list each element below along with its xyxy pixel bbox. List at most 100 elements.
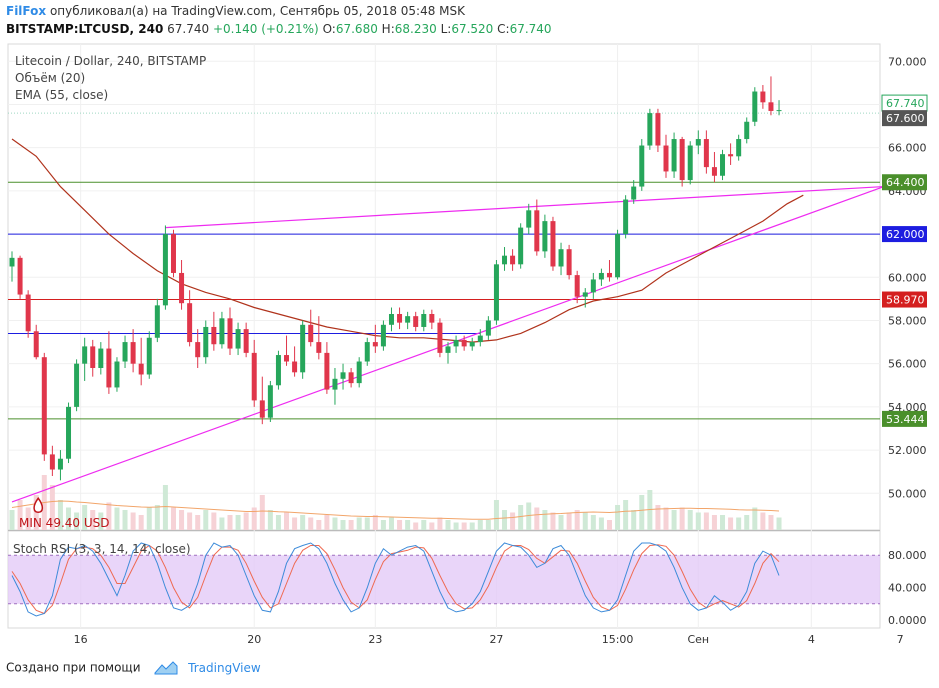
candle-body (41, 357, 47, 455)
candle-body (259, 400, 265, 418)
volume-bar (655, 505, 661, 530)
volume-bar (720, 515, 726, 530)
candle (606, 260, 612, 282)
candle-body (647, 113, 653, 146)
candle-body (211, 326, 217, 345)
candle (130, 329, 136, 373)
candle (356, 357, 362, 388)
candle (397, 307, 403, 330)
volume-bar (429, 522, 435, 530)
candle (510, 249, 516, 271)
candle (445, 342, 451, 364)
candle (485, 316, 491, 340)
volume-bar (711, 515, 717, 530)
candle (598, 268, 604, 286)
volume-bar (25, 507, 31, 530)
volume-bar (316, 520, 322, 530)
volume-bar (380, 520, 386, 530)
volume-bar (130, 512, 136, 530)
candle (550, 216, 556, 271)
volume-bar (348, 520, 354, 530)
volume-bar (187, 512, 193, 530)
candle-body (429, 314, 435, 323)
volume-bar (598, 517, 604, 530)
tradingview-logo-icon (154, 661, 178, 675)
candle-body (598, 272, 604, 280)
open-label: O: (322, 22, 336, 36)
volume-bar (267, 510, 273, 530)
candle-body (582, 292, 588, 297)
candle (566, 244, 572, 280)
candle (90, 339, 96, 377)
footer: Создано при помощи TradingView (6, 660, 261, 676)
volume-bar (405, 520, 411, 530)
candle (284, 335, 290, 366)
candle (9, 251, 15, 282)
candle-body (639, 145, 645, 187)
author-name[interactable]: FilFox (6, 4, 47, 18)
candle (251, 339, 257, 407)
candle (752, 87, 758, 127)
candle (695, 130, 701, 155)
y-tick-label: 52.000 (888, 444, 927, 457)
volume-bar (66, 507, 72, 530)
price-badge (882, 110, 927, 127)
candle-body (445, 346, 451, 353)
x-tick-label: Сен (687, 633, 709, 646)
candle-body (130, 342, 136, 364)
candle-body (82, 346, 88, 364)
candle-body (122, 342, 128, 362)
candle-body (477, 335, 483, 343)
y-tick-label: 54.000 (888, 401, 927, 414)
candle (590, 272, 596, 299)
candle-body (98, 348, 104, 368)
candle-body (235, 329, 241, 349)
y-tick-label: 60.000 (888, 271, 927, 284)
candle-body (679, 139, 685, 181)
candle (275, 350, 281, 390)
volume-bar (57, 500, 63, 530)
tradingview-link[interactable]: TradingView (188, 660, 261, 675)
candle (300, 320, 306, 379)
stoch-tick-label: 0.0000 (888, 614, 927, 627)
candle (542, 214, 548, 258)
candle (768, 76, 774, 116)
candle (138, 337, 144, 386)
candle-body (752, 91, 758, 122)
candle (154, 298, 160, 343)
candle-body (590, 279, 596, 293)
candle (187, 290, 193, 347)
candle-body (203, 326, 209, 358)
candle (655, 108, 661, 152)
volume-bar (639, 495, 645, 530)
candle (623, 195, 629, 239)
stoch-tick-label: 80.000 (888, 549, 927, 562)
candle-body (106, 348, 112, 388)
volume-bar (760, 512, 766, 530)
candle (558, 242, 564, 276)
volume-bar (695, 512, 701, 530)
candle (235, 322, 241, 356)
candle-body (179, 272, 185, 304)
candle (82, 337, 88, 381)
candle (776, 100, 782, 116)
stoch-band (8, 555, 880, 604)
candle (380, 320, 386, 351)
price-badge (882, 410, 927, 427)
candle (663, 134, 669, 178)
candle-body (267, 385, 273, 418)
volume-bar (510, 512, 516, 530)
volume-bar (227, 515, 233, 530)
volume-bar (219, 517, 225, 530)
volume-bar (663, 507, 669, 530)
candle-body (405, 316, 411, 323)
candle-body (558, 249, 564, 267)
price-badge (882, 226, 927, 243)
candle (179, 260, 185, 310)
candle-body (195, 342, 201, 358)
volume-bar (122, 510, 128, 530)
candle-body (453, 339, 459, 347)
x-tick-label: 16 (74, 633, 88, 646)
candle (74, 359, 80, 412)
